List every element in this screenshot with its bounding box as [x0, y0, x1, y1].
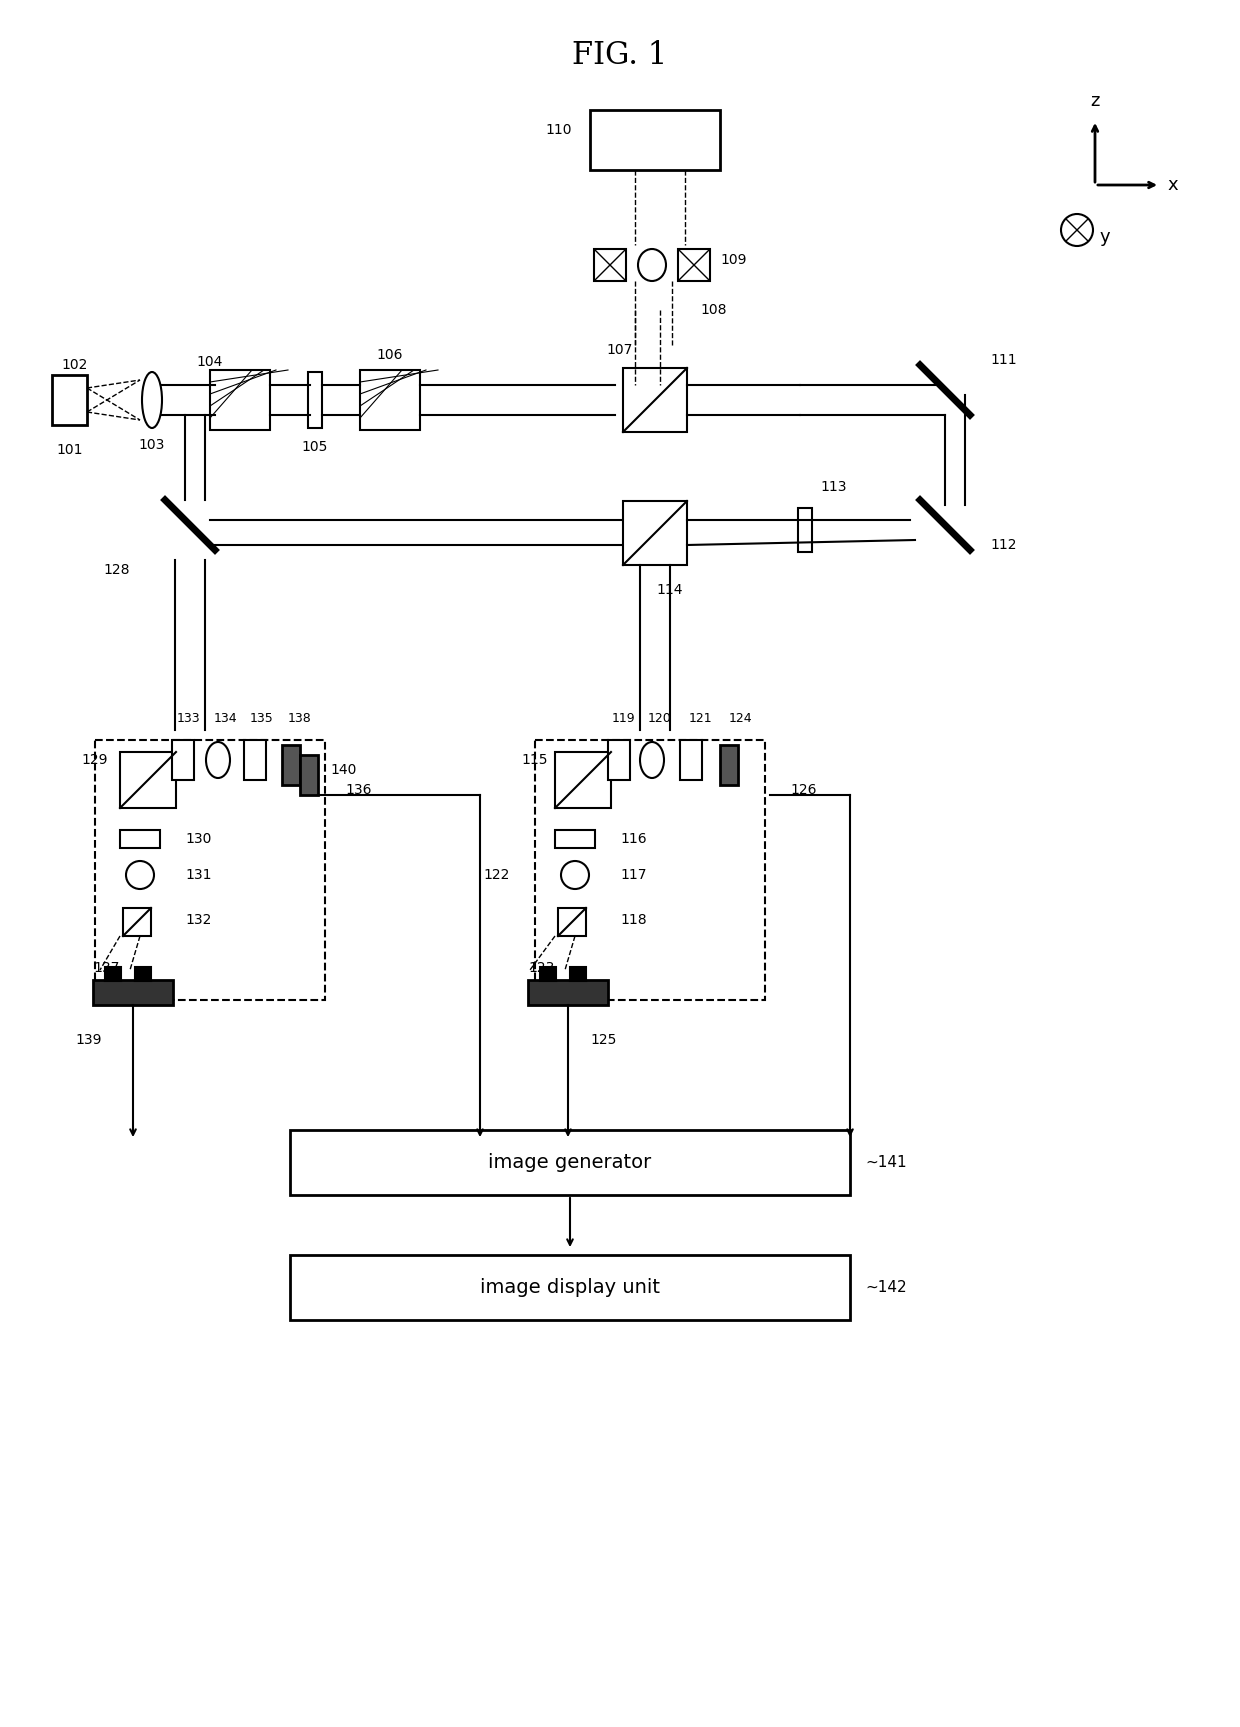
Bar	[172, 739, 193, 781]
Bar	[528, 979, 608, 1005]
Text: 128: 128	[103, 563, 130, 577]
Text: 137: 137	[93, 960, 119, 976]
Text: 104: 104	[197, 356, 223, 370]
Text: 120: 120	[649, 712, 672, 725]
Text: 113: 113	[820, 480, 847, 494]
Text: 111: 111	[990, 352, 1017, 368]
Text: 115: 115	[522, 753, 548, 767]
Text: 116: 116	[620, 832, 646, 846]
Text: 135: 135	[250, 712, 274, 725]
Bar	[608, 739, 630, 781]
Bar	[720, 744, 738, 786]
Text: 131: 131	[185, 869, 212, 882]
Bar	[244, 739, 267, 781]
Text: 114: 114	[657, 584, 683, 598]
Text: 107: 107	[606, 344, 634, 357]
Text: 126: 126	[790, 782, 816, 796]
Bar	[290, 1256, 849, 1319]
Ellipse shape	[640, 743, 663, 777]
Bar	[622, 368, 687, 432]
Text: x: x	[1167, 176, 1178, 193]
Bar	[799, 508, 812, 553]
Bar	[120, 751, 176, 808]
Bar	[308, 371, 322, 428]
Text: 112: 112	[990, 539, 1017, 553]
Bar	[300, 755, 317, 794]
Bar	[123, 908, 151, 936]
Text: 133: 133	[176, 712, 200, 725]
Bar	[678, 249, 711, 282]
Text: 105: 105	[301, 440, 329, 454]
Text: 117: 117	[620, 869, 646, 882]
Bar	[539, 967, 556, 981]
Ellipse shape	[206, 743, 229, 777]
Text: FIG. 1: FIG. 1	[573, 40, 667, 71]
Text: 119: 119	[611, 712, 635, 725]
Ellipse shape	[560, 862, 589, 889]
Bar	[135, 967, 151, 981]
Bar	[556, 831, 595, 848]
Bar	[290, 1129, 849, 1195]
Text: 118: 118	[620, 914, 646, 927]
Bar	[558, 908, 587, 936]
Bar	[281, 744, 300, 786]
Text: 134: 134	[213, 712, 237, 725]
Text: 139: 139	[74, 1033, 102, 1047]
Text: 109: 109	[720, 252, 746, 268]
Ellipse shape	[143, 371, 162, 428]
Text: image display unit: image display unit	[480, 1278, 660, 1297]
Text: 122: 122	[484, 869, 510, 882]
Bar	[590, 111, 720, 169]
Bar	[680, 739, 702, 781]
Text: 140: 140	[330, 763, 356, 777]
Text: 102: 102	[62, 357, 88, 371]
Text: 138: 138	[288, 712, 312, 725]
Text: 129: 129	[82, 753, 108, 767]
Text: 108: 108	[701, 302, 727, 318]
Text: ~141: ~141	[866, 1155, 906, 1169]
Bar	[594, 249, 626, 282]
Text: 121: 121	[688, 712, 712, 725]
Text: ~142: ~142	[866, 1280, 906, 1295]
Ellipse shape	[126, 862, 154, 889]
Bar	[534, 739, 765, 1000]
Text: y: y	[1100, 228, 1111, 245]
Text: 125: 125	[590, 1033, 616, 1047]
Bar	[95, 739, 325, 1000]
Bar	[556, 751, 611, 808]
Bar	[93, 979, 174, 1005]
Text: 136: 136	[345, 782, 372, 796]
Text: 123: 123	[528, 960, 554, 976]
Bar	[105, 967, 122, 981]
Text: 103: 103	[139, 439, 165, 452]
Bar	[52, 375, 87, 425]
Ellipse shape	[639, 249, 666, 282]
Text: image generator: image generator	[489, 1154, 652, 1173]
Text: 124: 124	[728, 712, 751, 725]
Text: z: z	[1090, 92, 1100, 111]
Text: 101: 101	[57, 444, 83, 458]
Circle shape	[1061, 214, 1092, 245]
Text: 132: 132	[185, 914, 211, 927]
Text: 106: 106	[377, 349, 403, 363]
Bar	[210, 370, 270, 430]
Bar	[360, 370, 420, 430]
Bar	[120, 831, 160, 848]
Bar	[570, 967, 587, 981]
Text: 130: 130	[185, 832, 211, 846]
Text: 110: 110	[546, 123, 572, 136]
Bar	[622, 501, 687, 565]
